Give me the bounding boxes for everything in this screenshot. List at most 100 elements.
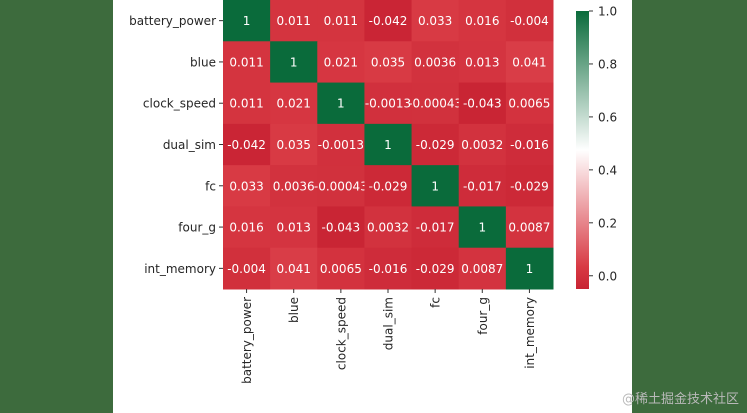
heatmap-cell — [270, 41, 318, 84]
heatmap-cell — [411, 165, 460, 207]
cell-annotation: -0.00043 — [314, 179, 368, 193]
cell-annotation: -0.029 — [510, 179, 549, 193]
heatmap-cell — [505, 247, 554, 290]
heatmap-cell — [458, 123, 507, 166]
cell-annotation: 0.011 — [277, 14, 311, 28]
y-tick-label: int_memory — [144, 262, 216, 276]
cell-annotation: 0.0036 — [273, 179, 315, 193]
colorbar-tick-label: 0.8 — [598, 57, 617, 71]
heatmap-cell — [505, 82, 554, 125]
heatmap-cell — [505, 41, 554, 84]
x-tick-label: int_memory — [523, 297, 537, 369]
cell-annotation: 1 — [478, 221, 486, 235]
heatmap-cell — [364, 123, 413, 166]
cell-annotation: 0.0087 — [461, 262, 503, 276]
heatmap-cell — [223, 165, 271, 207]
x-tick-label: battery_power — [240, 297, 254, 384]
heatmap-cell — [505, 0, 554, 42]
cell-annotation: 0.011 — [229, 97, 263, 111]
cell-annotation: 0.016 — [229, 221, 263, 235]
y-tick-label: battery_power — [129, 14, 216, 28]
cell-annotation: -0.043 — [463, 97, 502, 111]
heatmap-cell — [411, 247, 460, 290]
cell-annotation: 0.0032 — [461, 138, 503, 152]
y-tick-label: four_g — [178, 221, 216, 235]
heatmap-cell — [364, 247, 413, 290]
heatmap-cell — [223, 0, 271, 42]
cell-annotation: -0.016 — [510, 138, 549, 152]
watermark-text: @稀土掘金技术社区 — [621, 392, 739, 407]
colorbar-tick-label: 0.4 — [598, 163, 617, 177]
y-tick-label: clock_speed — [143, 97, 216, 111]
heatmap-cell — [317, 123, 365, 166]
y-tick-label: fc — [205, 179, 216, 193]
heatmap-cell — [317, 41, 365, 84]
cell-annotation: 0.0065 — [508, 97, 550, 111]
cell-annotation: 0.013 — [277, 221, 311, 235]
cell-annotation: -0.00043 — [408, 97, 462, 111]
heatmap-cell — [317, 82, 365, 125]
heatmap-cell — [505, 123, 554, 166]
x-tick-label: clock_speed — [334, 297, 348, 370]
heatmap-cell — [223, 41, 271, 84]
y-tick-label: dual_sim — [163, 138, 216, 152]
heatmap-cell — [317, 247, 365, 290]
heatmap-cell — [458, 82, 507, 125]
x-tick-label: blue — [287, 297, 301, 323]
cell-annotation: 1 — [384, 138, 392, 152]
heatmap-cell — [505, 165, 554, 207]
heatmap-cell — [223, 206, 271, 249]
cell-annotation: 0.041 — [512, 55, 546, 69]
heatmap-cell — [270, 165, 318, 207]
heatmap-cell — [458, 206, 507, 249]
cell-annotation: 0.035 — [371, 55, 405, 69]
x-tick-label: four_g — [476, 297, 490, 335]
heatmap-cell — [270, 0, 318, 42]
heatmap-cell — [411, 82, 460, 125]
heatmap-cell — [317, 206, 365, 249]
heatmap-cell — [411, 123, 460, 166]
heatmap-cell — [223, 247, 271, 290]
x-tick-label: fc — [429, 297, 443, 308]
heatmap-cell — [411, 206, 460, 249]
cell-annotation: -0.0013 — [318, 138, 364, 152]
cell-annotation: 0.033 — [229, 179, 263, 193]
colorbar-tick-label: 0.6 — [598, 110, 617, 124]
heatmap-cell — [223, 82, 271, 125]
heatmap-cell — [317, 0, 365, 42]
cell-annotation: 0.035 — [277, 138, 311, 152]
cell-annotation: -0.004 — [227, 262, 266, 276]
heatmap-cell — [411, 41, 460, 84]
cell-annotation: 0.011 — [324, 14, 358, 28]
cell-annotation: -0.042 — [227, 138, 266, 152]
heatmap-cell — [458, 247, 507, 290]
cell-annotation: -0.043 — [322, 221, 361, 235]
colorbar-tick-label: 0.0 — [598, 269, 617, 283]
cell-annotation: 0.021 — [324, 55, 358, 69]
cell-annotation: 0.0065 — [320, 262, 362, 276]
cell-annotation: 1 — [337, 97, 345, 111]
heatmap-cell — [411, 0, 460, 42]
heatmap-cell — [458, 0, 507, 42]
heatmap-cell — [364, 41, 413, 84]
heatmap-cell — [505, 206, 554, 249]
heatmap-cell — [458, 41, 507, 84]
heatmap-cell — [364, 165, 413, 207]
x-tick-label: dual_sim — [382, 297, 396, 350]
heatmap-cell — [270, 82, 318, 125]
colorbar-tick-label: 0.2 — [598, 216, 617, 230]
cell-annotation: 1 — [243, 14, 251, 28]
heatmap-cell — [364, 206, 413, 249]
cell-annotation: -0.029 — [416, 138, 455, 152]
heatmap-cell — [364, 82, 413, 125]
cell-annotation: 1 — [290, 55, 298, 69]
cell-annotation: -0.004 — [510, 14, 549, 28]
cell-annotation: 0.016 — [465, 14, 499, 28]
cell-annotation: 0.0036 — [414, 55, 456, 69]
colorbar — [576, 11, 589, 289]
heatmap-cell — [223, 123, 271, 166]
cell-annotation: -0.016 — [369, 262, 408, 276]
cell-annotation: 0.041 — [277, 262, 311, 276]
cell-annotation: -0.0013 — [365, 97, 411, 111]
